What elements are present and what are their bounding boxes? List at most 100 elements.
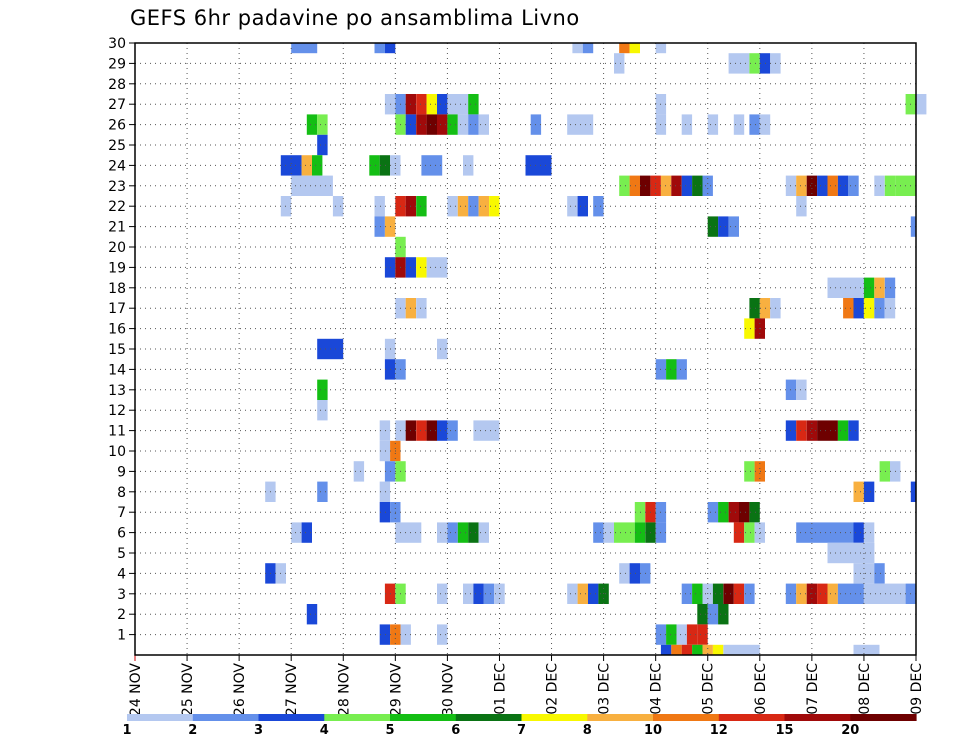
heatmap-cell: [317, 400, 328, 421]
colorbar-swatch: [784, 714, 851, 721]
heatmap-cell: [681, 175, 693, 196]
heatmap-cell: [707, 502, 719, 523]
heatmap-cell: [671, 644, 682, 655]
colorbar-label: 12: [710, 723, 728, 738]
heatmap-cell: [853, 522, 864, 543]
heatmap-cell: [478, 114, 489, 135]
heatmap-cell: [384, 43, 396, 54]
heatmap-cell: [863, 583, 906, 604]
y-tick-label: 10: [108, 444, 126, 460]
heatmap-cell: [853, 481, 864, 502]
chart-title: GEFS 6hr padavine po ansamblima Livno: [130, 6, 580, 30]
heatmap-cell: [749, 114, 760, 135]
heatmap-cell: [468, 114, 479, 135]
heatmap-cell: [660, 644, 672, 655]
heatmap-cell: [473, 420, 500, 441]
heatmap-cell: [619, 563, 630, 584]
heatmap-cell: [468, 94, 479, 115]
y-tick-label: 29: [108, 56, 126, 72]
colorbar-swatch: [718, 714, 786, 721]
heatmap-cell: [447, 420, 458, 441]
heatmap-cell: [426, 94, 437, 115]
colorbar-swatch: [521, 714, 588, 721]
x-tick-label: 08 DEC: [857, 663, 873, 715]
heatmap-cell: [577, 583, 588, 604]
y-tick-label: 6: [117, 526, 126, 542]
heatmap-cell: [692, 644, 703, 655]
heatmap-cell: [457, 522, 469, 543]
colorbar-label: 4: [320, 723, 329, 738]
heatmap-cell: [457, 114, 469, 135]
heatmap-cell: [754, 522, 765, 543]
x-tick-label: 02 DEC: [545, 663, 561, 715]
heatmap-cell: [874, 298, 885, 319]
heatmap-cell: [463, 583, 474, 604]
colorbar-legend: 1 2 3 4 5 6 7 8 10 12 15 20: [122, 714, 917, 738]
heatmap-cell: [707, 604, 719, 625]
heatmap-cell: [489, 196, 500, 217]
heatmap-cell: [692, 583, 703, 604]
heatmap-cell: [702, 175, 713, 196]
heatmap-cell: [473, 583, 484, 604]
heatmap-cell: [863, 522, 875, 543]
heatmap-cell: [468, 522, 479, 543]
heatmap-cell: [796, 175, 807, 196]
heatmap-cell: [437, 94, 448, 115]
heatmap-cell: [744, 583, 755, 604]
y-tick-label: 21: [108, 220, 126, 236]
y-tick-label: 19: [108, 260, 126, 276]
heatmap-cell: [463, 155, 474, 176]
heatmap-cell: [416, 114, 427, 135]
heatmap-cell: [317, 379, 328, 400]
heatmap-cell: [306, 604, 318, 625]
heatmap-cell: [796, 583, 807, 604]
colorbar-label: 5: [385, 723, 394, 738]
heatmap-cell: [379, 502, 391, 523]
y-tick-label: 16: [108, 322, 126, 338]
heatmap-cell: [712, 583, 724, 604]
heatmap-cell: [567, 196, 578, 217]
y-tick-label: 4: [117, 566, 126, 582]
heatmap-cell: [806, 175, 818, 196]
colorbar-label: 7: [517, 723, 526, 738]
heatmap-cell: [686, 624, 698, 645]
heatmap-cell: [697, 604, 708, 625]
heatmap-cell: [744, 522, 755, 543]
heatmap-cell: [817, 420, 838, 441]
heatmap-cell: [426, 257, 448, 278]
x-tick-label: 09 DEC: [909, 663, 925, 715]
heatmap-cell: [712, 644, 724, 655]
colorbar-swatch: [390, 714, 457, 721]
y-tick-label: 7: [117, 505, 126, 521]
colorbar-swatch: [587, 714, 654, 721]
heatmap-cell: [676, 624, 687, 645]
y-tick-label: 11: [108, 424, 126, 440]
heatmap-cell: [796, 522, 854, 543]
heatmap-cell: [483, 583, 495, 604]
grid-lines: [135, 42, 916, 655]
y-tick-label: 27: [108, 97, 126, 113]
heatmap-cell: [416, 257, 427, 278]
heatmap-cell: [588, 583, 599, 604]
colorbar-label: 6: [451, 723, 460, 738]
heatmap-cell: [744, 461, 755, 482]
heatmap-cell: [416, 298, 427, 319]
heatmap-cell: [853, 644, 880, 655]
heatmap-cell: [447, 114, 458, 135]
heatmap-cell: [910, 216, 916, 237]
heatmap-cell: [863, 481, 875, 502]
heatmap-cell: [806, 420, 818, 441]
y-tick-label: 23: [108, 179, 126, 195]
heatmap-cell: [525, 155, 552, 176]
heatmap-cell: [728, 502, 739, 523]
heatmap-cell: [468, 196, 479, 217]
heatmap-cell: [437, 114, 448, 135]
colorbar-label: 20: [841, 723, 859, 738]
heatmap-cell: [796, 379, 807, 400]
heatmap-cell: [447, 94, 469, 115]
heatmap-cell: [426, 114, 437, 135]
heatmap-cell: [676, 359, 687, 380]
heatmap-cell: [718, 604, 729, 625]
heatmap-cell: [707, 114, 719, 135]
heatmap-cell: [874, 175, 885, 196]
